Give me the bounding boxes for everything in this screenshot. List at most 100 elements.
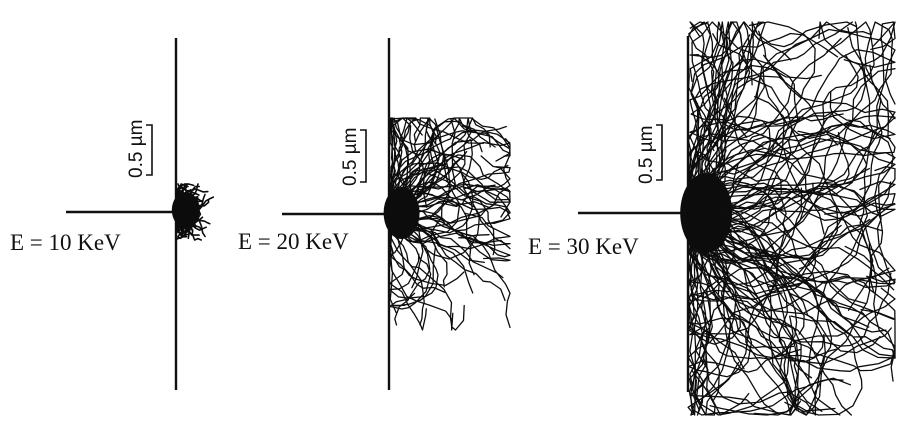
electron-trajectory [175,208,195,225]
electron-trajectory [687,97,782,258]
electron-trajectory [388,212,431,326]
energy-label-20kev: E = 20 KeV [238,229,349,254]
electron-trajectory [388,117,473,214]
electron-trajectory [388,164,509,214]
panel-10kev: 0.5 µm E = 10 KeV [4,38,215,390]
electron-trajectory [687,21,872,214]
electron-trajectory [388,170,481,260]
electron-trajectory [687,115,771,214]
electron-trajectory [687,21,764,214]
electron-trajectory [687,77,793,220]
electron-trajectory [687,206,895,291]
label-backdrop-10kev [4,226,171,254]
electron-trajectory [388,118,461,243]
scale-bar-10kev [146,124,153,176]
electron-trajectory [687,37,842,214]
electron-trajectory [687,212,802,416]
electron-trajectory [687,114,896,233]
label-backdrop-20kev [234,226,384,254]
electron-trajectory [687,21,734,214]
electron-trajectory [175,209,188,228]
electron-trajectory [687,54,896,214]
electron-trajectory [388,117,485,214]
electron-trajectory [687,212,896,382]
trajectories-10kev [171,183,215,241]
electron-trajectory [687,212,896,320]
electron-trajectory [687,32,839,214]
electron-trajectory [687,212,711,416]
scale-bar-30kev [656,124,663,181]
electron-trajectory [388,212,506,302]
scale-label-20kev: 0.5 µm [340,128,361,186]
electron-trajectory [687,212,721,401]
electron-trajectory [388,117,483,214]
electron-trajectory [175,205,198,215]
electron-trajectory [687,212,892,347]
electron-trajectory [687,21,867,214]
electron-trajectory [388,212,465,331]
electron-trajectory [687,95,896,226]
electron-trajectory [388,149,465,214]
energy-label-10kev: E = 10 KeV [10,230,121,255]
electron-trajectory [687,21,896,214]
electron-trajectory [687,150,838,288]
electron-trajectory [175,183,189,211]
electron-trajectory [388,117,423,214]
electron-trajectory [388,212,475,276]
label-backdrop-30kev [524,232,680,260]
electron-trajectory [388,117,416,214]
electron-trajectory [687,127,896,284]
electron-trajectory [687,21,748,214]
electron-trajectory [687,54,859,214]
electron-trajectory [388,212,511,250]
electron-trajectory [687,212,741,345]
electron-trajectory [388,212,454,331]
electron-trajectory [687,165,896,214]
electron-trajectory [687,21,719,214]
electron-trajectory [388,212,397,314]
electron-trajectory [687,21,896,214]
scale-bar-20kev [360,129,367,183]
scale-label-30kev: 0.5 µm [636,126,657,184]
electron-trajectory [687,21,751,214]
electron-trajectory [175,209,183,234]
electron-trajectory [388,212,504,279]
electron-trajectory [687,185,896,217]
electron-trajectory [388,169,496,256]
electron-trajectory [687,212,896,295]
trajectories-30kev [680,21,896,416]
electron-trajectory [687,28,896,214]
electron-trajectory [687,182,814,258]
electron-trajectory [388,183,511,214]
panel-30kev: 0.5 µm E = 30 KeV [524,21,896,416]
electron-trajectory [388,212,439,299]
electron-trajectory [687,182,870,328]
electron-trajectory [687,180,896,269]
electron-trajectory [175,209,202,230]
electron-trajectory [687,212,783,416]
electron-trajectory [687,212,863,416]
electron-trajectory [388,117,511,214]
electron-trajectory [687,111,894,281]
electron-trajectory [388,139,473,234]
electron-trajectory [687,21,896,214]
electron-trajectory [687,212,813,379]
electron-trajectory [687,212,896,359]
trajectories-20kev [383,117,511,331]
energy-label-30kev: E = 30 KeV [528,234,639,259]
electron-trajectory [388,210,511,258]
electron-trajectory [687,21,764,214]
electron-trajectory [687,21,844,214]
electron-trajectory [687,122,891,214]
scale-label-10kev: 0.5 µm [126,120,147,178]
electron-trajectory [687,212,896,359]
electron-trajectory [687,212,805,335]
electron-trajectory [687,212,836,412]
electron-trajectory [388,212,448,288]
panel-20kev: 0.5 µm E = 20 KeV [234,38,511,390]
electron-trajectory [687,131,850,263]
electron-trajectory [687,212,740,416]
electron-trajectory [388,212,425,326]
electron-trajectory [687,212,896,372]
